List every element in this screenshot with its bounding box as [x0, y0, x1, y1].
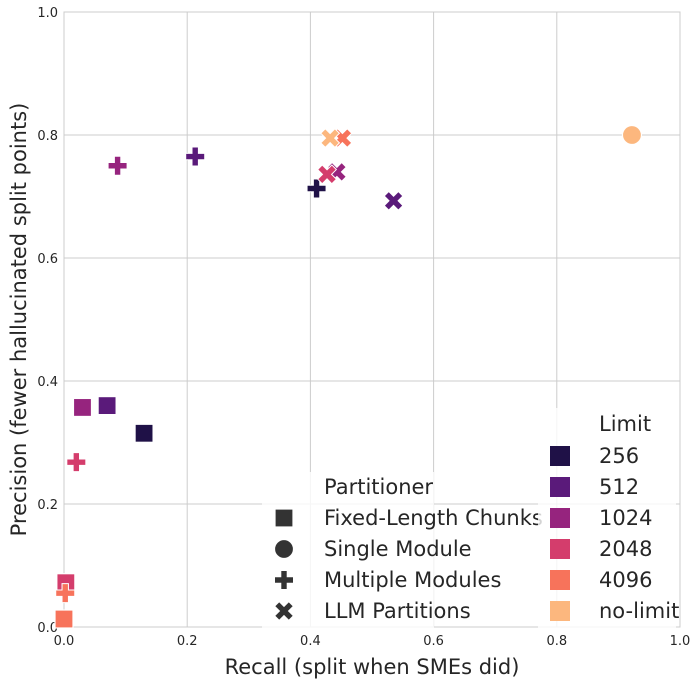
legend-partitioner: Partitioner Fixed-Length Chunks Single Mod…	[262, 472, 543, 632]
data-point	[72, 397, 93, 418]
legend-partitioner-label: Single Module	[324, 537, 472, 561]
data-points	[54, 124, 643, 629]
legend-limit-label: 4096	[599, 568, 652, 592]
x-axis-label: Recall (split when SMEs did)	[225, 655, 520, 679]
legend-limit: Limit 256 512 1024 2048 4096 no-limit	[538, 408, 679, 630]
legend-partitioner-marker	[273, 600, 295, 622]
legend-limit-swatch	[550, 601, 570, 621]
legend-partitioner-marker	[274, 508, 294, 528]
legend-partitioner-label: Multiple Modules	[324, 568, 501, 592]
y-tick-label: 1.0	[37, 6, 58, 21]
legend-partitioner-marker	[274, 570, 294, 590]
tick-labels: 0.0 0.2 0.4 0.6 0.8 1.0 0.0 0.2 0.4 0.6 0.8 1.0	[37, 6, 690, 649]
y-tick-label: 0.8	[37, 129, 58, 144]
x-tick-label: 0.8	[546, 634, 567, 649]
data-point	[306, 178, 327, 199]
y-tick-label: 0.6	[37, 252, 58, 267]
legend-limit-title: Limit	[599, 412, 651, 436]
legend-partitioner-marker	[273, 538, 295, 560]
y-tick-label: 0.0	[37, 621, 58, 636]
legend-limit-label: 2048	[599, 537, 652, 561]
y-axis-label: Precision (fewer hallucinated split poin…	[7, 103, 31, 537]
legend-limit-label: 512	[599, 475, 639, 499]
legend-partitioner-label: Fixed-Length Chunks	[324, 506, 543, 530]
legend-limit-swatch	[550, 508, 570, 528]
legend-limit-swatch	[550, 446, 570, 466]
data-point	[66, 452, 87, 473]
data-point	[316, 164, 338, 185]
legend-limit-label: no-limit	[599, 599, 679, 623]
data-point	[97, 396, 117, 416]
x-tick-label: 0.6	[423, 634, 444, 649]
data-point	[621, 124, 643, 146]
data-point	[107, 155, 128, 176]
data-point	[54, 609, 74, 629]
x-tick-label: 0.4	[300, 634, 321, 649]
x-tick-label: 0.2	[177, 634, 198, 649]
y-tick-label: 0.2	[37, 498, 58, 513]
legend-limit-swatch	[550, 477, 570, 497]
data-point	[185, 146, 206, 167]
x-tick-label: 1.0	[670, 634, 691, 649]
legend-limit-label: 1024	[599, 506, 652, 530]
legend-limit-swatch	[550, 539, 570, 559]
legend-limit-swatch	[550, 570, 570, 590]
legend-partitioner-title: Partitioner	[324, 475, 433, 499]
data-point	[134, 423, 154, 443]
legend-limit-label: 256	[599, 444, 639, 468]
legend-partitioner-label: LLM Partitions	[324, 599, 471, 623]
x-tick-label: 0.0	[54, 634, 75, 649]
data-point	[320, 128, 341, 149]
data-point	[55, 583, 76, 604]
y-tick-label: 0.4	[37, 375, 58, 390]
data-point	[383, 190, 404, 211]
